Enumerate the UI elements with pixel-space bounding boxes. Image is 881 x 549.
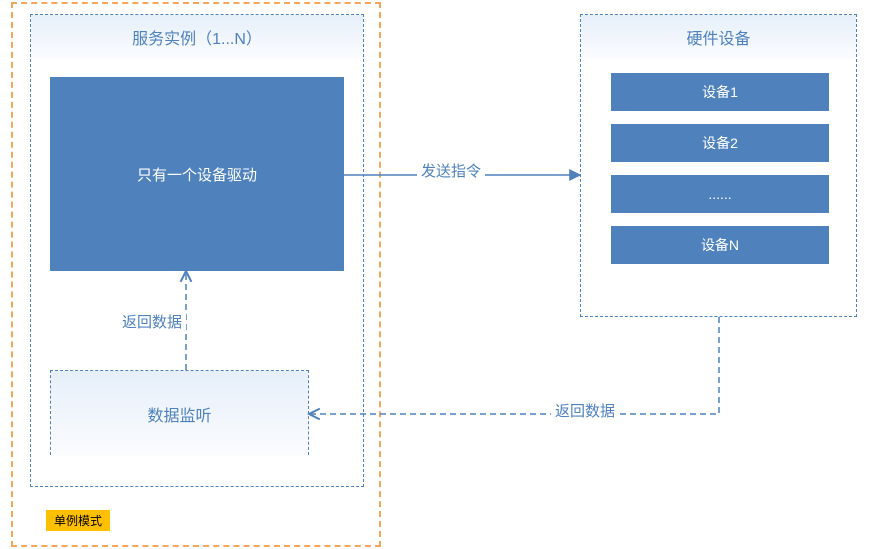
singleton-tag: 单例模式 <box>46 510 110 531</box>
device-item: 设备1 <box>611 73 829 111</box>
service-instance-header: 服务实例（1...N） <box>31 15 363 59</box>
device-item: 设备N <box>611 226 829 264</box>
hardware-panel: 硬件设备 <box>580 14 857 317</box>
edge-label-send_cmd: 发送指令 <box>417 160 485 181</box>
edge-label-return_to_driver: 返回数据 <box>118 311 186 332</box>
edge-label-return_to_listener: 返回数据 <box>551 400 619 421</box>
device-item: ...... <box>611 175 829 213</box>
hardware-title: 硬件设备 <box>686 25 750 49</box>
data-listener-label: 数据监听 <box>147 402 211 426</box>
device-item-label: 设备N <box>701 235 739 255</box>
hardware-header: 硬件设备 <box>581 15 856 59</box>
device-driver-node: 只有一个设备驱动 <box>50 77 344 271</box>
device-item: 设备2 <box>611 124 829 162</box>
service-instance-title: 服务实例（1...N） <box>132 25 262 49</box>
singleton-tag-label: 单例模式 <box>54 512 102 529</box>
device-item-label: 设备2 <box>702 133 738 153</box>
device-item-label: ...... <box>708 186 731 202</box>
data-listener-node: 数据监听 <box>50 370 309 455</box>
data-listener-body: 数据监听 <box>51 371 308 456</box>
device-driver-label: 只有一个设备驱动 <box>137 164 257 185</box>
device-item-label: 设备1 <box>702 82 738 102</box>
